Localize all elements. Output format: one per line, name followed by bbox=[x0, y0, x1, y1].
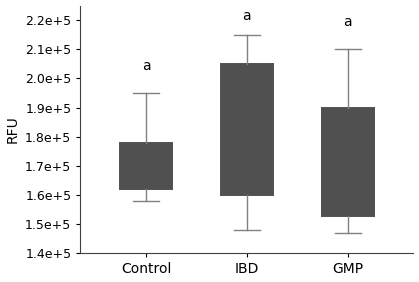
Y-axis label: RFU: RFU bbox=[5, 116, 20, 143]
Text: a: a bbox=[142, 59, 150, 73]
Text: a: a bbox=[344, 15, 352, 29]
PathPatch shape bbox=[120, 143, 172, 189]
Text: a: a bbox=[243, 9, 251, 23]
PathPatch shape bbox=[221, 64, 273, 195]
PathPatch shape bbox=[322, 108, 374, 215]
